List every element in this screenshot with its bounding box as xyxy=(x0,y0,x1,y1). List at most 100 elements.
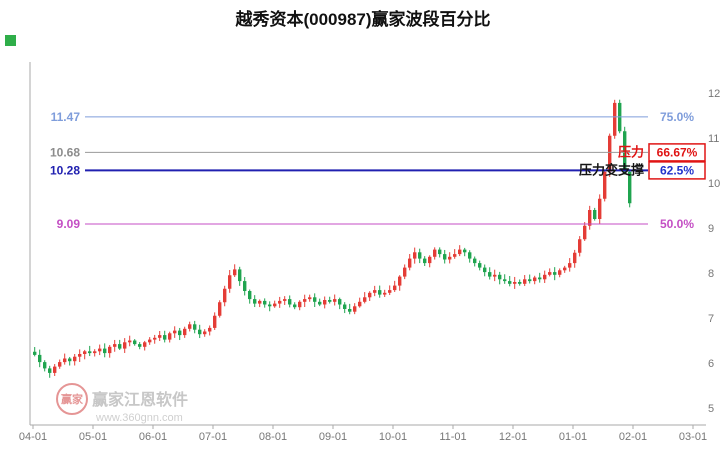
x-tick-label: 02-01 xyxy=(619,431,647,443)
candle xyxy=(78,354,82,357)
x-tick-label: 10-01 xyxy=(379,431,407,443)
candle xyxy=(498,274,502,280)
candle xyxy=(453,254,457,257)
watermark-logo-text: 赢家 xyxy=(61,392,84,406)
candle xyxy=(493,274,497,277)
candle xyxy=(383,292,387,295)
candle xyxy=(303,299,307,302)
candle xyxy=(428,256,432,264)
level-price-label: 11.47 xyxy=(51,110,81,124)
y-tick-label: 6 xyxy=(708,358,714,370)
candle xyxy=(218,302,222,316)
candle xyxy=(553,272,557,275)
candle xyxy=(198,329,202,335)
candle xyxy=(483,267,487,273)
x-tick-label: 01-01 xyxy=(559,431,587,443)
level-price-label: 9.09 xyxy=(57,217,81,231)
candle xyxy=(418,252,422,259)
candle xyxy=(388,290,392,293)
level-note-label: 压力 xyxy=(618,144,644,159)
candle xyxy=(623,131,627,172)
candle xyxy=(423,258,427,264)
candle xyxy=(98,348,102,352)
y-tick-labels: 12 11 10 9 8 7 6 5 xyxy=(708,88,720,415)
x-tick-label: 05-01 xyxy=(79,431,107,443)
candle xyxy=(223,288,227,303)
candle xyxy=(38,354,42,363)
candle xyxy=(63,358,67,363)
candle xyxy=(178,330,182,336)
candle xyxy=(518,282,522,284)
y-tick-label: 11 xyxy=(708,133,719,145)
x-tick-label: 12-01 xyxy=(499,431,527,443)
x-tick-label: 07-01 xyxy=(199,431,227,443)
candle xyxy=(478,263,482,268)
x-tick-label: 03-01 xyxy=(679,431,707,443)
candle xyxy=(228,275,232,289)
candle xyxy=(148,339,152,343)
candle xyxy=(103,348,107,354)
x-tick-label: 04-01 xyxy=(19,431,47,443)
candle xyxy=(233,269,237,276)
candle xyxy=(403,267,407,277)
candle xyxy=(173,330,177,334)
candle xyxy=(438,249,442,255)
candle xyxy=(108,346,112,354)
candle xyxy=(373,290,377,293)
candle xyxy=(253,299,257,304)
candle xyxy=(443,254,447,260)
candle xyxy=(573,252,577,264)
candle xyxy=(348,309,352,312)
candle xyxy=(58,362,62,367)
level-price-label: 10.68 xyxy=(50,145,80,159)
y-tick-label: 12 xyxy=(708,88,720,100)
levels-group: 11.47 75.0% 10.68 压力 66.67% 10.28 压力变支撑 62.5% 9.… xyxy=(50,110,706,231)
level-price-label: 10.28 xyxy=(50,163,80,177)
candle xyxy=(603,171,607,199)
y-tick-label: 8 xyxy=(708,268,714,280)
candle xyxy=(458,249,462,255)
candle xyxy=(88,351,92,354)
candle xyxy=(208,327,212,332)
candle xyxy=(53,366,57,373)
candle xyxy=(293,304,297,308)
candle xyxy=(613,102,617,136)
chart-title: 越秀资本(000987)赢家波段百分比 xyxy=(234,9,490,29)
watermark-url: www.360gnn.com xyxy=(95,412,183,424)
candle xyxy=(538,277,542,280)
candle xyxy=(583,225,587,240)
candle xyxy=(328,300,332,302)
candle xyxy=(508,281,512,284)
candle xyxy=(468,252,472,259)
candle xyxy=(73,356,77,362)
candle xyxy=(563,267,567,271)
candle xyxy=(398,276,402,286)
candle xyxy=(278,300,282,304)
candle xyxy=(368,292,372,298)
candle xyxy=(343,304,347,309)
candle xyxy=(323,300,327,305)
watermark-brand: 赢家江恩软件 xyxy=(92,390,188,409)
candle xyxy=(413,252,417,259)
level-pct-label: 62.5% xyxy=(660,163,694,177)
candle xyxy=(123,342,127,349)
candle xyxy=(463,249,467,253)
candle xyxy=(533,277,537,282)
candle xyxy=(558,270,562,275)
candle xyxy=(313,297,317,302)
level-pct-box xyxy=(648,161,706,180)
candle xyxy=(203,331,207,335)
candle xyxy=(523,279,527,284)
candle xyxy=(543,274,547,280)
candle xyxy=(488,272,492,277)
candle xyxy=(473,258,477,264)
candle xyxy=(318,301,322,305)
candle xyxy=(448,256,452,260)
level-note-label: 压力变支撑 xyxy=(579,162,644,177)
candle xyxy=(258,300,262,304)
candle xyxy=(128,340,132,343)
candle xyxy=(133,340,137,345)
candle xyxy=(363,297,367,302)
candle xyxy=(68,358,72,362)
